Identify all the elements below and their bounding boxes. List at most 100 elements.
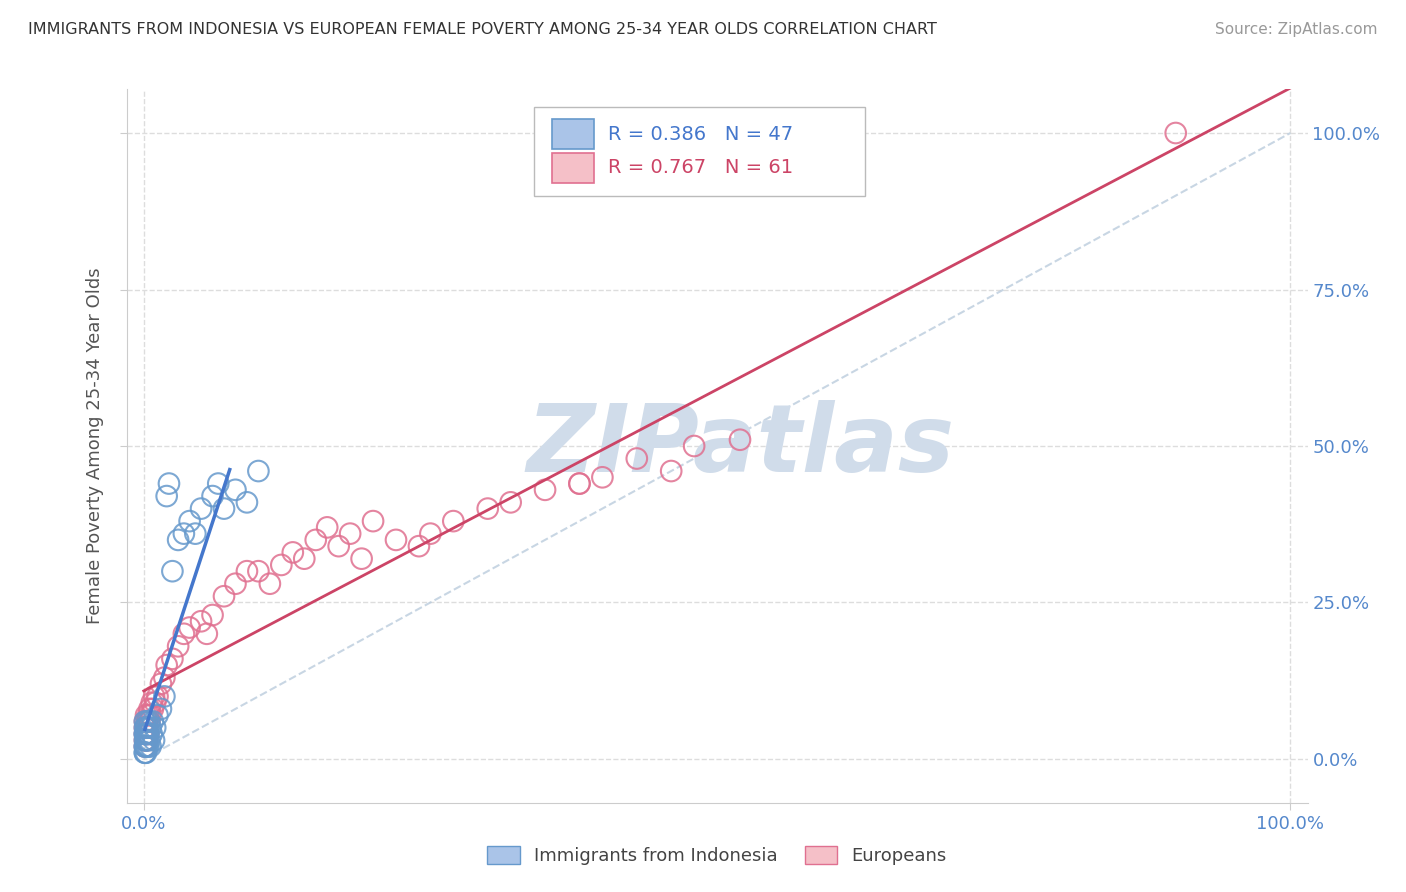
FancyBboxPatch shape: [534, 107, 865, 196]
Text: R = 0.386   N = 47: R = 0.386 N = 47: [609, 125, 793, 144]
Point: [305, 533, 328, 547]
Point: [156, 489, 179, 503]
Point: [328, 539, 350, 553]
Point: [591, 470, 613, 484]
Point: [683, 439, 706, 453]
Point: [190, 614, 212, 628]
FancyBboxPatch shape: [551, 120, 595, 149]
Point: [135, 733, 157, 747]
Point: [259, 576, 281, 591]
Point: [139, 721, 162, 735]
Point: [142, 702, 165, 716]
Point: [157, 476, 180, 491]
Text: R = 0.767   N = 61: R = 0.767 N = 61: [609, 158, 793, 178]
Point: [728, 433, 751, 447]
Point: [134, 739, 156, 754]
Point: [419, 526, 441, 541]
Point: [224, 576, 246, 591]
Point: [568, 476, 591, 491]
Point: [135, 721, 157, 735]
Point: [236, 495, 259, 509]
Text: IMMIGRANTS FROM INDONESIA VS EUROPEAN FEMALE POVERTY AMONG 25-34 YEAR OLDS CORRE: IMMIGRANTS FROM INDONESIA VS EUROPEAN FE…: [28, 22, 936, 37]
Point: [135, 733, 157, 747]
Point: [136, 727, 159, 741]
Point: [136, 714, 159, 729]
Point: [141, 727, 163, 741]
Point: [270, 558, 292, 572]
Point: [136, 739, 159, 754]
Point: [139, 739, 162, 754]
Point: [281, 545, 304, 559]
Point: [184, 526, 207, 541]
Point: [136, 733, 159, 747]
Text: ZIPatlas: ZIPatlas: [527, 400, 955, 492]
Point: [143, 721, 166, 735]
Point: [201, 607, 224, 622]
Point: [134, 727, 156, 741]
Point: [136, 714, 159, 729]
Point: [146, 708, 169, 723]
Point: [339, 526, 361, 541]
Point: [179, 514, 201, 528]
Point: [207, 476, 229, 491]
Point: [134, 721, 156, 735]
Point: [361, 514, 384, 528]
Point: [134, 746, 156, 760]
Point: [134, 714, 156, 729]
Point: [247, 464, 270, 478]
Point: [134, 739, 156, 754]
Point: [135, 721, 157, 735]
Point: [134, 727, 156, 741]
Point: [477, 501, 499, 516]
Point: [153, 671, 176, 685]
Point: [1164, 126, 1187, 140]
Point: [499, 495, 522, 509]
Point: [408, 539, 430, 553]
Point: [143, 733, 166, 747]
Point: [179, 621, 201, 635]
Point: [135, 733, 157, 747]
Point: [136, 733, 159, 747]
Point: [350, 551, 373, 566]
Point: [195, 627, 218, 641]
Y-axis label: Female Poverty Among 25-34 Year Olds: Female Poverty Among 25-34 Year Olds: [86, 268, 104, 624]
Point: [162, 564, 184, 578]
Point: [134, 714, 156, 729]
Point: [134, 746, 156, 760]
Point: [136, 727, 159, 741]
Point: [149, 702, 172, 716]
Point: [135, 739, 157, 754]
Point: [568, 476, 591, 491]
Point: [212, 501, 235, 516]
Point: [138, 714, 160, 729]
Point: [134, 727, 156, 741]
Point: [236, 564, 259, 578]
Point: [167, 533, 190, 547]
Point: [143, 690, 166, 704]
Point: [316, 520, 339, 534]
Point: [134, 733, 156, 747]
Point: [138, 702, 160, 716]
Point: [135, 727, 157, 741]
Point: [162, 652, 184, 666]
Point: [173, 627, 195, 641]
Text: Source: ZipAtlas.com: Source: ZipAtlas.com: [1215, 22, 1378, 37]
Point: [212, 589, 235, 603]
Legend: Immigrants from Indonesia, Europeans: Immigrants from Indonesia, Europeans: [479, 838, 955, 872]
Point: [201, 489, 224, 503]
Point: [153, 690, 176, 704]
Point: [136, 708, 159, 723]
Point: [136, 739, 159, 754]
Point: [292, 551, 315, 566]
Point: [167, 640, 190, 654]
Point: [136, 721, 159, 735]
Point: [659, 464, 682, 478]
Point: [224, 483, 246, 497]
Point: [190, 501, 212, 516]
Point: [135, 746, 157, 760]
Point: [247, 564, 270, 578]
Point: [134, 739, 156, 754]
Point: [156, 658, 179, 673]
Point: [135, 708, 157, 723]
Point: [142, 714, 165, 729]
